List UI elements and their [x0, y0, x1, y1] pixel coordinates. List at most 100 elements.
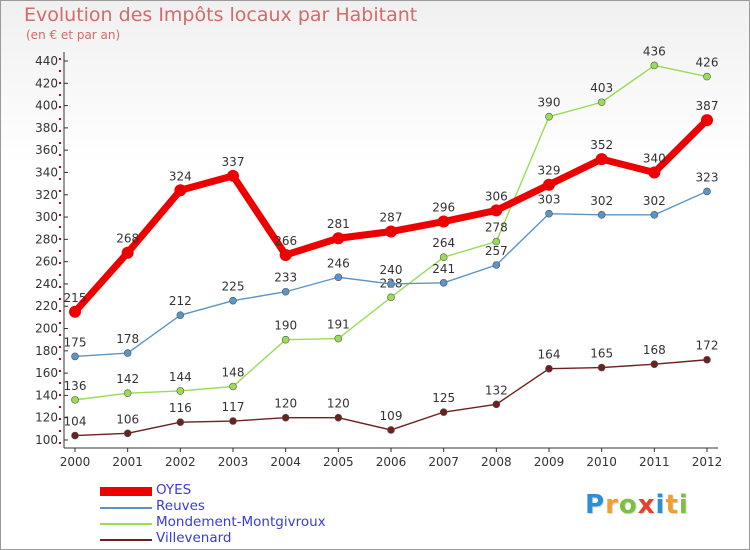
data-point-villevenard: [439, 408, 448, 416]
data-label-oyes: 266: [274, 234, 297, 248]
data-label-reuves: 175: [64, 335, 87, 349]
data-label-oyes: 281: [327, 217, 350, 231]
data-label-oyes: 296: [432, 201, 455, 215]
x-tick-label: 2000: [60, 455, 91, 469]
data-label-oyes: 268: [116, 232, 139, 246]
data-point-villevenard: [123, 429, 132, 438]
y-tick-label: 340: [35, 165, 58, 179]
legend-label-reuves: Reuves: [156, 498, 205, 514]
x-tick-label: 2006: [376, 455, 407, 469]
proxiti-logo: Proxiti: [585, 490, 689, 520]
data-label-oyes: 215: [64, 291, 87, 305]
data-label-reuves: 212: [169, 294, 192, 308]
data-label-reuves: 302: [643, 194, 666, 208]
data-label-reuves: 257: [485, 244, 508, 258]
data-label-mondement-montgivroux: 144: [169, 370, 192, 384]
y-tick-label: 220: [35, 299, 58, 313]
chart-title: Evolution des Impôts locaux par Habitant: [24, 4, 418, 26]
data-point-reuves: [281, 287, 290, 296]
data-point-villevenard: [545, 364, 553, 373]
data-point-oyes: [648, 166, 661, 179]
data-label-reuves: 323: [696, 170, 719, 184]
x-tick-label: 2001: [112, 455, 143, 469]
data-label-mondement-montgivroux: 190: [274, 319, 297, 333]
y-tick-label: 320: [35, 188, 58, 202]
y-tick-label: 140: [35, 388, 58, 402]
y-tick-label: 400: [35, 99, 58, 113]
data-point-oyes: [385, 225, 397, 238]
data-label-mondement-montgivroux: 191: [327, 318, 350, 332]
data-point-reuves: [439, 279, 448, 287]
data-point-mondement-montgivroux: [176, 387, 185, 395]
data-point-reuves: [123, 349, 132, 357]
data-point-mondement-montgivroux: [281, 335, 290, 344]
data-label-oyes: 337: [222, 155, 245, 169]
y-tick-label: 380: [35, 121, 58, 135]
x-tick-label: 2002: [165, 455, 196, 469]
data-label-mondement-montgivroux: 426: [696, 56, 719, 70]
data-label-oyes: 324: [169, 169, 192, 183]
legend-label-villevenard: Villevenard: [156, 530, 232, 546]
data-label-mondement-montgivroux: 148: [222, 365, 245, 379]
data-label-mondement-montgivroux: 403: [590, 81, 613, 95]
data-label-oyes: 387: [696, 99, 719, 113]
y-tick-label: 360: [35, 143, 58, 157]
data-point-oyes: [490, 204, 503, 217]
logo-letter: o: [618, 490, 638, 520]
x-tick-label: 2012: [692, 455, 723, 469]
data-label-villevenard: 109: [380, 409, 403, 423]
legend-swatch-villevenard: [100, 539, 152, 541]
data-label-reuves: 303: [538, 193, 561, 207]
data-point-mondement-montgivroux: [229, 382, 237, 391]
data-point-mondement-montgivroux: [597, 98, 606, 107]
data-point-villevenard: [650, 360, 659, 369]
data-point-mondement-montgivroux: [703, 72, 711, 81]
data-point-villevenard: [492, 400, 501, 409]
x-tick-label: 2010: [586, 455, 617, 469]
data-point-oyes: [595, 153, 608, 166]
legend-swatch-mondement-montgivroux: [100, 523, 152, 525]
data-label-reuves: 225: [222, 280, 245, 294]
y-tick-label: 200: [35, 322, 58, 336]
chart-subtitle: (en € et par an): [26, 28, 121, 42]
data-label-villevenard: 104: [64, 415, 87, 429]
data-point-mondement-montgivroux: [545, 112, 553, 121]
x-tick-label: 2005: [323, 455, 354, 469]
data-point-oyes: [543, 178, 555, 191]
data-point-oyes: [174, 184, 187, 197]
data-point-reuves: [492, 261, 501, 269]
data-point-villevenard: [176, 418, 185, 426]
data-point-mondement-montgivroux: [439, 253, 448, 261]
data-point-mondement-montgivroux: [492, 237, 501, 246]
data-point-reuves: [334, 273, 343, 282]
y-tick-label: 240: [35, 277, 58, 291]
legend-label-mondement-montgivroux: Mondement-Montgivroux: [156, 514, 326, 530]
data-point-mondement-montgivroux: [387, 293, 395, 302]
data-point-reuves: [229, 296, 237, 305]
data-label-villevenard: 168: [643, 343, 666, 357]
data-label-mondement-montgivroux: 142: [116, 372, 139, 386]
data-point-villevenard: [281, 413, 290, 422]
x-tick-label: 2007: [428, 455, 459, 469]
data-label-reuves: 240: [380, 263, 403, 277]
data-point-mondement-montgivroux: [71, 396, 79, 404]
data-point-reuves: [650, 211, 659, 219]
logo-letter: i: [655, 490, 666, 520]
data-label-mondement-montgivroux: 278: [485, 221, 508, 235]
data-label-reuves: 233: [274, 271, 297, 285]
data-point-mondement-montgivroux: [650, 61, 659, 70]
y-tick-label: 160: [35, 366, 58, 380]
data-label-oyes: 329: [538, 164, 561, 178]
data-point-villevenard: [387, 426, 395, 434]
y-tick-label: 180: [35, 344, 58, 358]
y-tick-label: 100: [35, 433, 58, 447]
data-point-reuves: [387, 280, 395, 288]
data-point-villevenard: [229, 417, 237, 425]
data-label-villevenard: 165: [590, 347, 613, 361]
data-point-villevenard: [597, 363, 606, 372]
data-point-reuves: [545, 209, 553, 218]
data-point-villevenard: [334, 413, 343, 422]
data-label-villevenard: 125: [432, 391, 455, 405]
